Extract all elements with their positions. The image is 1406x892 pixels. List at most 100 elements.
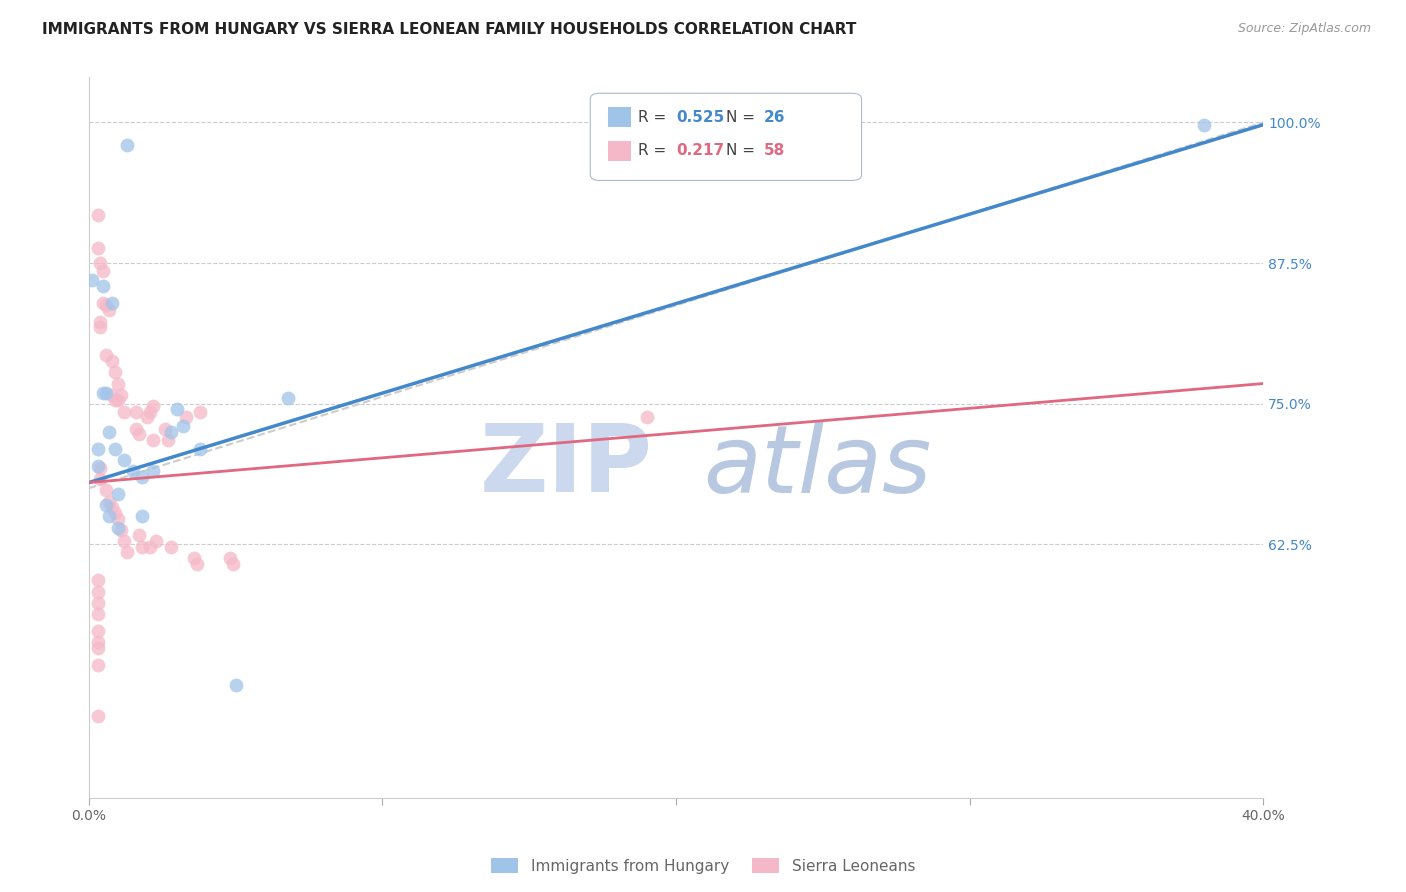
Point [107, 487, 129, 501]
Text: 26: 26 [763, 110, 786, 125]
Point [131, 509, 153, 524]
Point [98, 509, 121, 524]
Point [86, 640, 108, 655]
Point [112, 453, 135, 467]
Point [139, 405, 162, 419]
Point [89, 320, 111, 334]
Point [142, 464, 165, 478]
Text: N =: N = [727, 144, 761, 159]
Point [139, 540, 162, 554]
Point [98, 494, 121, 508]
Point [1194, 118, 1216, 132]
Text: ZIP: ZIP [479, 420, 652, 512]
Point [107, 520, 129, 534]
Point [142, 433, 165, 447]
Text: IMMIGRANTS FROM HUNGARY VS SIERRA LEONEAN FAMILY HOUSEHOLDS CORRELATION CHART: IMMIGRANTS FROM HUNGARY VS SIERRA LEONEA… [42, 22, 856, 37]
Point [145, 534, 167, 549]
Point [131, 470, 153, 484]
Point [125, 405, 148, 419]
FancyBboxPatch shape [607, 141, 631, 161]
Point [96, 348, 118, 362]
Point [107, 393, 129, 408]
Text: R =: R = [638, 110, 672, 125]
Point [93, 278, 115, 293]
Point [98, 425, 121, 439]
Point [86, 584, 108, 599]
Point [174, 410, 197, 425]
Point [89, 256, 111, 270]
Point [93, 385, 115, 400]
Point [112, 405, 135, 419]
Point [80, 273, 103, 287]
Point [96, 385, 118, 400]
Point [110, 523, 132, 537]
Point [142, 399, 165, 413]
Point [96, 483, 118, 498]
Point [156, 433, 179, 447]
Point [125, 421, 148, 435]
Point [86, 242, 108, 256]
Point [101, 295, 124, 310]
Point [110, 388, 132, 402]
Point [104, 393, 127, 408]
FancyBboxPatch shape [607, 107, 631, 128]
Point [89, 315, 111, 329]
Point [89, 472, 111, 486]
Point [188, 442, 211, 456]
Point [277, 391, 299, 405]
Point [131, 540, 153, 554]
Point [86, 458, 108, 473]
Text: Source: ZipAtlas.com: Source: ZipAtlas.com [1237, 22, 1371, 36]
Text: R =: R = [638, 144, 672, 159]
Point [98, 303, 121, 318]
Point [86, 208, 108, 222]
Point [183, 551, 205, 566]
Legend: Immigrants from Hungary, Sierra Leoneans: Immigrants from Hungary, Sierra Leoneans [485, 852, 921, 880]
Point [221, 557, 243, 571]
Point [93, 264, 115, 278]
Point [101, 388, 124, 402]
Point [96, 298, 118, 312]
Point [121, 464, 143, 478]
Point [104, 442, 127, 456]
Point [186, 557, 208, 571]
Text: N =: N = [727, 110, 761, 125]
Point [104, 365, 127, 379]
Point [86, 442, 108, 456]
Point [86, 635, 108, 649]
Point [86, 596, 108, 610]
Point [115, 138, 138, 153]
Point [107, 376, 129, 391]
Point [160, 540, 183, 554]
FancyBboxPatch shape [591, 94, 862, 180]
Point [128, 528, 150, 542]
Point [166, 402, 188, 417]
Text: 0.525: 0.525 [676, 110, 724, 125]
Point [101, 500, 124, 515]
Point [89, 461, 111, 475]
Point [160, 425, 183, 439]
Point [86, 624, 108, 639]
Point [188, 405, 211, 419]
Point [115, 545, 138, 559]
Text: 58: 58 [763, 144, 786, 159]
Point [128, 427, 150, 442]
Point [136, 410, 159, 425]
Point [218, 551, 240, 566]
Point [86, 574, 108, 588]
Point [93, 295, 115, 310]
Point [172, 419, 194, 434]
Point [153, 421, 176, 435]
Point [101, 354, 124, 368]
Point [86, 607, 108, 622]
Point [107, 511, 129, 525]
Text: atlas: atlas [703, 421, 931, 512]
Point [225, 678, 247, 692]
Point [96, 498, 118, 512]
Text: 0.217: 0.217 [676, 144, 724, 159]
Point [104, 506, 127, 520]
Point [112, 534, 135, 549]
Point [636, 410, 658, 425]
Point [86, 657, 108, 672]
Point [86, 708, 108, 723]
